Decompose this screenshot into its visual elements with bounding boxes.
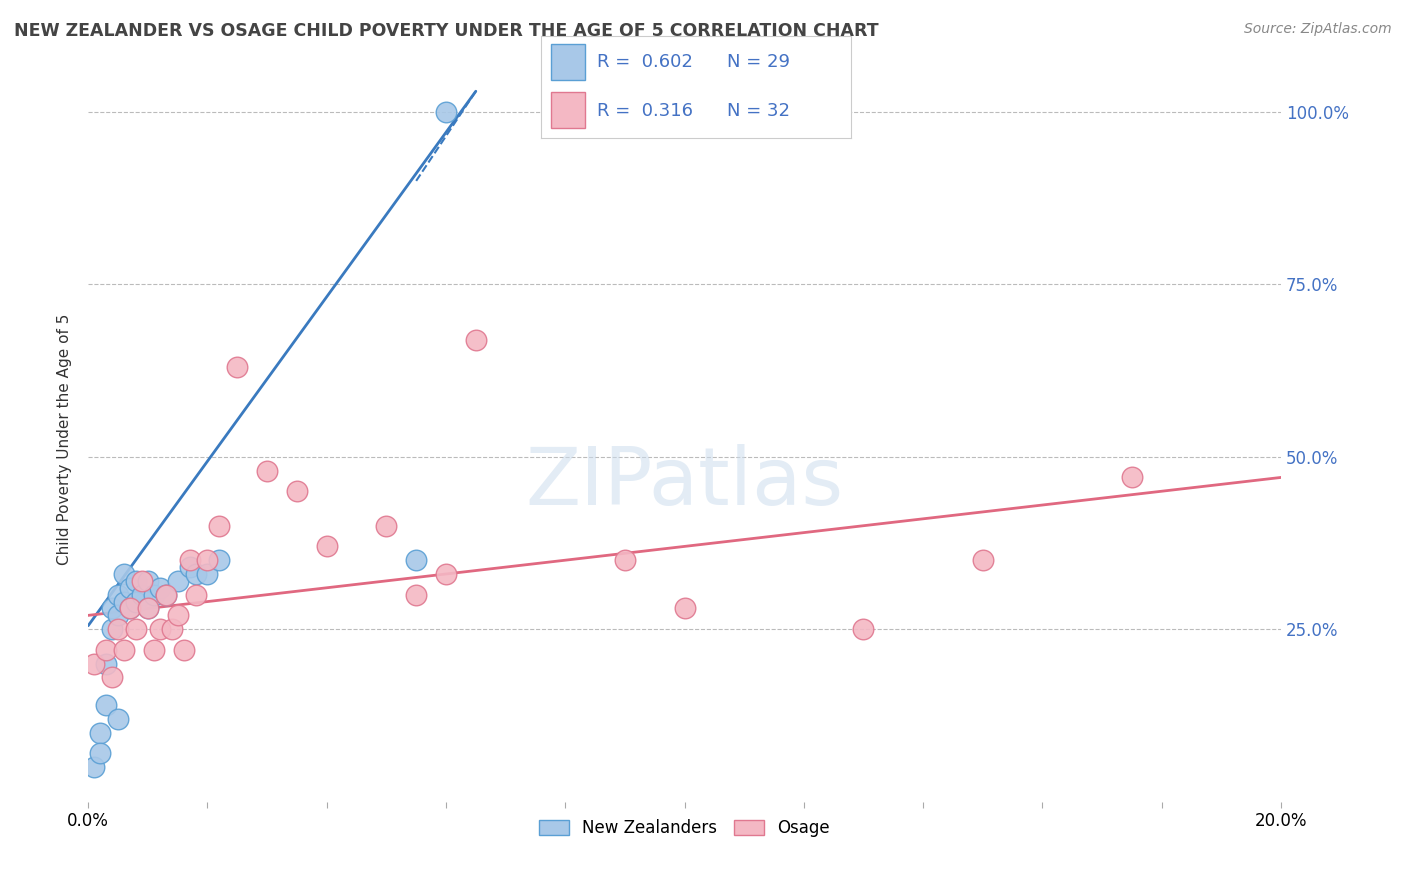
Point <box>179 560 201 574</box>
Point <box>112 566 135 581</box>
Point <box>125 594 148 608</box>
Point <box>107 588 129 602</box>
Point <box>184 588 207 602</box>
Point <box>83 657 105 671</box>
Point <box>155 588 177 602</box>
Point <box>118 601 141 615</box>
Point <box>131 574 153 588</box>
Point <box>101 622 124 636</box>
Point <box>197 553 219 567</box>
Point <box>155 588 177 602</box>
Point <box>673 601 696 615</box>
Point <box>89 725 111 739</box>
FancyBboxPatch shape <box>551 44 585 79</box>
Point <box>131 588 153 602</box>
Point <box>136 601 159 615</box>
Text: Source: ZipAtlas.com: Source: ZipAtlas.com <box>1244 22 1392 37</box>
Text: R =  0.316: R = 0.316 <box>598 102 693 120</box>
Point <box>179 553 201 567</box>
Point <box>160 622 183 636</box>
Point <box>94 643 117 657</box>
Text: N = 32: N = 32 <box>727 102 790 120</box>
Point <box>101 601 124 615</box>
Point <box>405 553 427 567</box>
Point <box>166 608 188 623</box>
Point <box>434 566 457 581</box>
Point <box>852 622 875 636</box>
Point <box>107 608 129 623</box>
Point <box>972 553 994 567</box>
Point <box>256 464 278 478</box>
Point <box>101 670 124 684</box>
Point <box>375 518 398 533</box>
Point <box>89 747 111 761</box>
Point <box>208 553 231 567</box>
Point <box>315 540 337 554</box>
Point <box>83 760 105 774</box>
Point <box>1121 470 1143 484</box>
Point <box>94 657 117 671</box>
Text: ZIPatlas: ZIPatlas <box>526 444 844 522</box>
Point <box>434 104 457 119</box>
Point <box>226 360 249 375</box>
Point <box>107 622 129 636</box>
Y-axis label: Child Poverty Under the Age of 5: Child Poverty Under the Age of 5 <box>58 314 72 566</box>
Point <box>173 643 195 657</box>
Text: NEW ZEALANDER VS OSAGE CHILD POVERTY UNDER THE AGE OF 5 CORRELATION CHART: NEW ZEALANDER VS OSAGE CHILD POVERTY UND… <box>14 22 879 40</box>
Point <box>142 588 165 602</box>
Text: N = 29: N = 29 <box>727 54 790 71</box>
Point <box>184 566 207 581</box>
Point <box>149 581 172 595</box>
Point <box>125 622 148 636</box>
Point <box>94 698 117 712</box>
Point <box>197 566 219 581</box>
Point <box>464 333 486 347</box>
Point <box>208 518 231 533</box>
Point <box>142 643 165 657</box>
Point <box>149 622 172 636</box>
FancyBboxPatch shape <box>551 92 585 128</box>
Text: R =  0.602: R = 0.602 <box>598 54 693 71</box>
Point <box>125 574 148 588</box>
Point <box>112 643 135 657</box>
Point <box>112 594 135 608</box>
Point <box>136 601 159 615</box>
Legend: New Zealanders, Osage: New Zealanders, Osage <box>533 813 837 844</box>
Point <box>118 581 141 595</box>
Point <box>136 574 159 588</box>
Point <box>613 553 636 567</box>
Point <box>405 588 427 602</box>
Point <box>118 601 141 615</box>
Point <box>107 712 129 726</box>
Point <box>166 574 188 588</box>
Point <box>285 484 308 499</box>
